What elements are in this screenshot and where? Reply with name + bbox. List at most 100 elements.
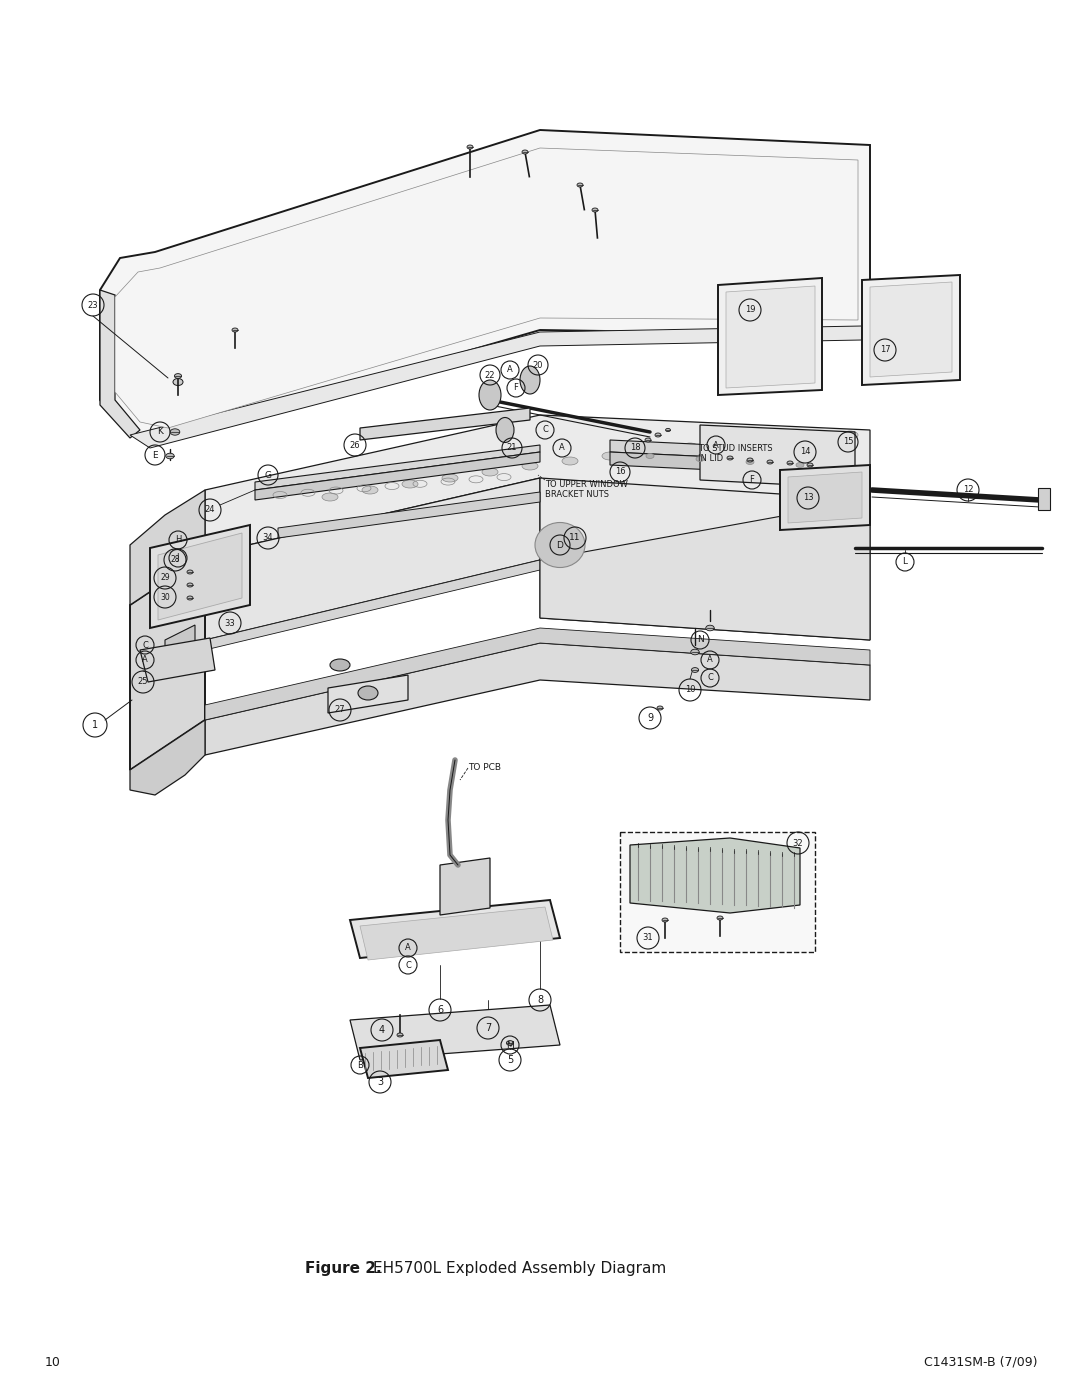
Ellipse shape bbox=[662, 918, 669, 922]
Ellipse shape bbox=[691, 668, 699, 672]
Polygon shape bbox=[205, 629, 870, 719]
Ellipse shape bbox=[330, 659, 350, 671]
Text: M: M bbox=[507, 1041, 514, 1049]
Ellipse shape bbox=[562, 457, 578, 465]
Polygon shape bbox=[205, 415, 870, 555]
Polygon shape bbox=[440, 858, 490, 915]
Ellipse shape bbox=[665, 429, 671, 432]
Polygon shape bbox=[140, 638, 215, 682]
Ellipse shape bbox=[397, 1032, 403, 1037]
Text: A: A bbox=[713, 440, 719, 450]
Polygon shape bbox=[862, 275, 960, 386]
Text: 20: 20 bbox=[532, 360, 543, 369]
Text: 8: 8 bbox=[537, 995, 543, 1004]
Polygon shape bbox=[726, 286, 815, 388]
Text: 17: 17 bbox=[880, 345, 890, 355]
Polygon shape bbox=[870, 282, 951, 377]
Text: 5: 5 bbox=[507, 1055, 513, 1065]
Text: E: E bbox=[152, 450, 158, 460]
Ellipse shape bbox=[602, 453, 618, 460]
Ellipse shape bbox=[802, 434, 818, 441]
Polygon shape bbox=[100, 291, 140, 439]
Text: L: L bbox=[903, 557, 907, 567]
Ellipse shape bbox=[522, 462, 538, 469]
Ellipse shape bbox=[762, 437, 778, 446]
Polygon shape bbox=[130, 490, 205, 605]
Polygon shape bbox=[278, 492, 540, 538]
Text: TO PCB: TO PCB bbox=[468, 764, 501, 773]
Text: K: K bbox=[157, 427, 163, 436]
Ellipse shape bbox=[787, 461, 793, 465]
Ellipse shape bbox=[482, 468, 498, 476]
Polygon shape bbox=[788, 472, 862, 522]
Text: F: F bbox=[514, 384, 518, 393]
Text: 4: 4 bbox=[379, 1025, 386, 1035]
Ellipse shape bbox=[796, 462, 804, 468]
Polygon shape bbox=[630, 838, 800, 914]
Ellipse shape bbox=[842, 432, 858, 439]
Ellipse shape bbox=[232, 328, 238, 332]
Ellipse shape bbox=[480, 380, 501, 409]
Text: 27: 27 bbox=[335, 705, 346, 714]
Text: 1: 1 bbox=[92, 719, 98, 731]
Ellipse shape bbox=[767, 460, 773, 464]
Ellipse shape bbox=[187, 570, 193, 574]
Polygon shape bbox=[205, 643, 870, 754]
Ellipse shape bbox=[442, 474, 458, 482]
Text: TO UPPER WINDOW: TO UPPER WINDOW bbox=[545, 481, 627, 489]
Polygon shape bbox=[158, 534, 242, 620]
Text: 32: 32 bbox=[793, 838, 804, 848]
Text: F: F bbox=[750, 475, 755, 485]
Text: Figure 2.: Figure 2. bbox=[305, 1260, 381, 1275]
Polygon shape bbox=[205, 478, 540, 640]
Ellipse shape bbox=[171, 429, 179, 436]
Polygon shape bbox=[328, 675, 408, 712]
Text: 10: 10 bbox=[45, 1355, 60, 1369]
Ellipse shape bbox=[535, 522, 585, 567]
Ellipse shape bbox=[519, 366, 540, 394]
Polygon shape bbox=[255, 446, 540, 490]
Text: 18: 18 bbox=[630, 443, 640, 453]
FancyBboxPatch shape bbox=[620, 833, 815, 951]
Polygon shape bbox=[130, 555, 205, 770]
Ellipse shape bbox=[577, 183, 583, 187]
Polygon shape bbox=[350, 1004, 561, 1060]
Polygon shape bbox=[610, 453, 820, 475]
Text: 33: 33 bbox=[225, 619, 235, 627]
Ellipse shape bbox=[362, 486, 378, 495]
Ellipse shape bbox=[696, 457, 704, 461]
Ellipse shape bbox=[717, 916, 723, 921]
Text: IN LID: IN LID bbox=[698, 454, 724, 462]
Text: A: A bbox=[559, 443, 565, 453]
Ellipse shape bbox=[747, 458, 753, 462]
Text: 14: 14 bbox=[800, 447, 810, 457]
Text: 25: 25 bbox=[138, 678, 148, 686]
Ellipse shape bbox=[706, 626, 714, 631]
Text: 34: 34 bbox=[262, 534, 273, 542]
Text: 12: 12 bbox=[962, 486, 973, 495]
Text: 22: 22 bbox=[485, 370, 496, 380]
Ellipse shape bbox=[727, 455, 733, 460]
Text: N: N bbox=[697, 636, 703, 644]
Polygon shape bbox=[100, 130, 870, 440]
Bar bbox=[1038, 488, 1050, 510]
Ellipse shape bbox=[642, 448, 658, 455]
Text: B: B bbox=[357, 1060, 363, 1070]
Text: 7: 7 bbox=[485, 1023, 491, 1032]
Text: 13: 13 bbox=[802, 493, 813, 503]
Ellipse shape bbox=[507, 1041, 514, 1045]
Ellipse shape bbox=[723, 440, 738, 448]
Polygon shape bbox=[718, 278, 822, 395]
Polygon shape bbox=[610, 440, 820, 462]
Polygon shape bbox=[360, 907, 553, 960]
Polygon shape bbox=[780, 465, 870, 529]
Ellipse shape bbox=[187, 583, 193, 587]
Text: A: A bbox=[508, 366, 513, 374]
Text: BRACKET NUTS: BRACKET NUTS bbox=[545, 490, 609, 499]
Polygon shape bbox=[205, 560, 540, 650]
Ellipse shape bbox=[166, 453, 174, 458]
Text: G: G bbox=[265, 471, 271, 479]
Ellipse shape bbox=[645, 439, 651, 441]
Ellipse shape bbox=[646, 454, 654, 458]
Ellipse shape bbox=[807, 462, 813, 467]
